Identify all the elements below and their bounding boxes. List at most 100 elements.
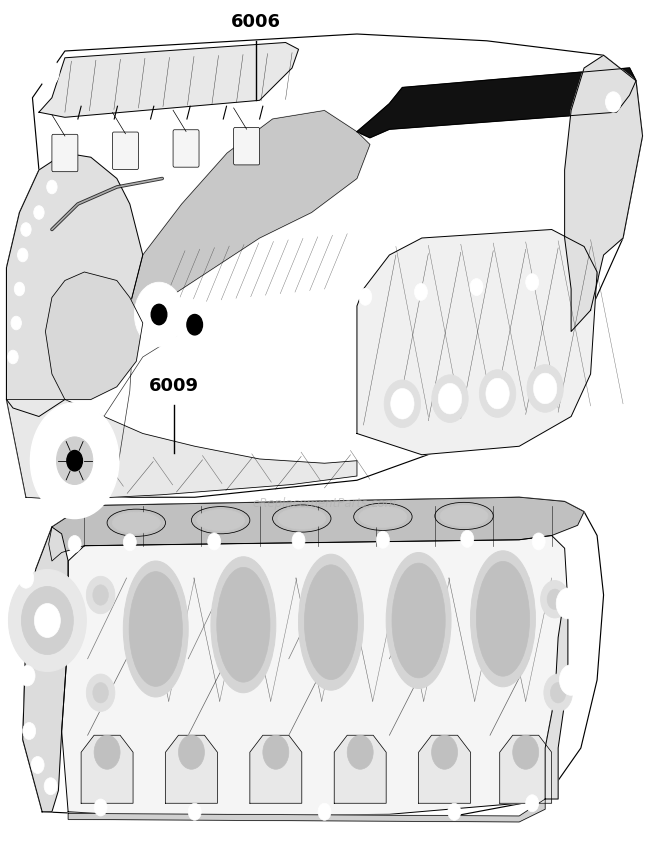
Ellipse shape (217, 568, 270, 682)
Circle shape (21, 223, 31, 236)
Circle shape (34, 206, 44, 219)
Circle shape (461, 530, 474, 547)
Polygon shape (49, 497, 584, 561)
Text: 6009: 6009 (149, 377, 199, 395)
Polygon shape (81, 735, 133, 803)
Polygon shape (165, 735, 217, 803)
Circle shape (376, 531, 389, 548)
Circle shape (178, 735, 204, 769)
Polygon shape (500, 735, 552, 803)
Polygon shape (419, 735, 471, 803)
Circle shape (432, 735, 458, 769)
Circle shape (34, 604, 60, 638)
Ellipse shape (197, 510, 245, 530)
Polygon shape (23, 527, 68, 812)
Ellipse shape (123, 561, 188, 697)
Polygon shape (130, 110, 370, 319)
Polygon shape (250, 735, 302, 803)
Circle shape (86, 674, 115, 711)
Ellipse shape (471, 551, 535, 687)
Circle shape (432, 375, 468, 422)
Circle shape (31, 756, 44, 774)
Circle shape (151, 304, 167, 325)
Circle shape (93, 585, 108, 605)
Circle shape (8, 350, 18, 364)
Polygon shape (357, 230, 597, 455)
Circle shape (532, 533, 545, 550)
Circle shape (67, 450, 82, 471)
Ellipse shape (304, 565, 358, 680)
Circle shape (56, 437, 93, 484)
Circle shape (263, 735, 289, 769)
Circle shape (391, 388, 414, 419)
Circle shape (547, 589, 563, 609)
Polygon shape (23, 497, 604, 818)
Circle shape (438, 383, 461, 414)
Circle shape (14, 282, 25, 296)
Circle shape (123, 534, 136, 551)
Polygon shape (357, 68, 636, 138)
Polygon shape (545, 595, 568, 799)
Polygon shape (39, 42, 299, 117)
Circle shape (292, 532, 305, 549)
Circle shape (38, 59, 59, 86)
Circle shape (8, 570, 86, 672)
Circle shape (23, 722, 36, 740)
Circle shape (513, 735, 539, 769)
Circle shape (486, 378, 509, 409)
Circle shape (68, 536, 81, 552)
Circle shape (318, 803, 331, 820)
Circle shape (533, 373, 557, 404)
Circle shape (480, 370, 516, 417)
Circle shape (415, 283, 428, 300)
Circle shape (559, 665, 583, 695)
Ellipse shape (386, 552, 451, 688)
Circle shape (94, 799, 107, 816)
Ellipse shape (112, 512, 160, 534)
Circle shape (175, 299, 214, 350)
Circle shape (526, 795, 539, 812)
Circle shape (303, 293, 316, 310)
Circle shape (146, 298, 172, 332)
Circle shape (208, 533, 221, 550)
Circle shape (21, 586, 73, 654)
Circle shape (192, 303, 205, 320)
Polygon shape (6, 34, 643, 497)
FancyBboxPatch shape (112, 132, 138, 169)
Circle shape (136, 308, 149, 325)
Circle shape (31, 403, 119, 518)
Text: eReplacementParts.com: eReplacementParts.com (252, 496, 397, 510)
Polygon shape (6, 400, 357, 500)
Ellipse shape (440, 505, 488, 526)
Text: 6006: 6006 (231, 14, 282, 31)
Circle shape (541, 581, 569, 618)
Polygon shape (334, 735, 386, 803)
Polygon shape (565, 55, 643, 332)
FancyBboxPatch shape (234, 128, 260, 165)
Polygon shape (62, 536, 568, 816)
Circle shape (47, 180, 57, 194)
Circle shape (606, 92, 621, 112)
Circle shape (556, 588, 580, 619)
Circle shape (384, 380, 421, 428)
Circle shape (544, 674, 572, 711)
Circle shape (526, 274, 539, 291)
Circle shape (18, 568, 34, 588)
Circle shape (247, 298, 260, 315)
Ellipse shape (299, 554, 363, 690)
FancyBboxPatch shape (173, 130, 199, 167)
Circle shape (93, 683, 108, 703)
Polygon shape (45, 272, 143, 400)
Circle shape (41, 416, 108, 505)
Ellipse shape (129, 572, 182, 687)
Ellipse shape (359, 506, 407, 527)
Circle shape (19, 666, 35, 686)
Circle shape (359, 288, 372, 305)
Circle shape (527, 365, 563, 412)
Circle shape (188, 803, 201, 820)
Ellipse shape (211, 557, 276, 693)
Circle shape (44, 778, 57, 795)
Ellipse shape (392, 563, 445, 678)
Circle shape (470, 279, 483, 296)
Circle shape (187, 314, 202, 335)
